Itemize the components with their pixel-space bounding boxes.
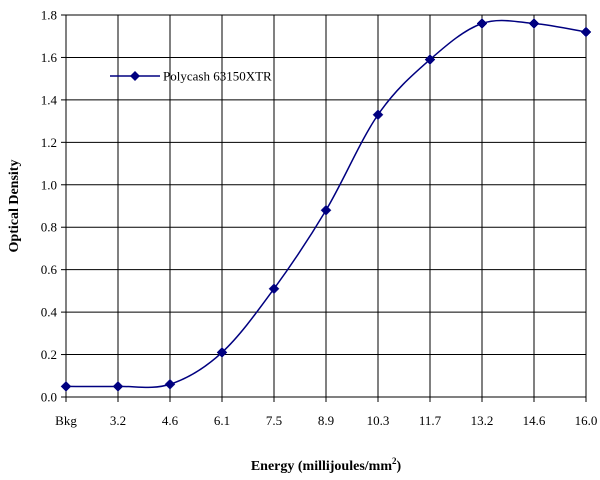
legend-marker	[130, 71, 140, 81]
x-tick-label: 10.3	[367, 413, 390, 428]
y-tick-label: 1.4	[41, 92, 58, 107]
data-point-marker	[528, 18, 540, 29]
y-tick-label: 0.0	[41, 390, 57, 405]
data-point-marker	[424, 54, 436, 65]
data-point-marker	[476, 18, 488, 29]
y-axis-ticks: 0.0 0.2 0.4 0.6 0.8 1.0 1.2 1.4 1.6 1.8	[41, 8, 66, 405]
data-point-marker	[268, 283, 280, 295]
x-axis-ticks: Bkg 3.2 4.6 6.1 7.5 8.9 10.3 11.7 13.2 14.6 16.0	[55, 397, 597, 428]
x-axis-title-end: )	[396, 459, 401, 474]
x-axis-title: Energy (millijoules/mm2)	[251, 456, 402, 474]
data-point-marker	[320, 204, 332, 216]
x-tick-label: 4.6	[162, 413, 179, 428]
data-point-marker	[580, 26, 592, 38]
x-tick-label: 7.5	[266, 413, 282, 428]
x-tick-label: 6.1	[214, 413, 230, 428]
data-point-marker	[216, 347, 228, 358]
y-tick-label: 1.2	[41, 135, 57, 150]
x-tick-label: 13.2	[471, 413, 494, 428]
y-tick-label: 0.2	[41, 347, 57, 362]
x-tick-label: Bkg	[55, 413, 77, 428]
legend: Polycash 63150XTR	[110, 69, 272, 84]
x-tick-label: 16.0	[575, 413, 598, 428]
data-point-marker	[164, 378, 176, 390]
x-axis-title-superscript: 2	[392, 456, 397, 466]
x-tick-label: 11.7	[419, 413, 442, 428]
data-point-marker	[372, 109, 384, 121]
y-tick-label: 0.6	[41, 262, 58, 277]
y-tick-label: 0.4	[41, 305, 58, 320]
x-tick-label: 8.9	[318, 413, 334, 428]
y-tick-label: 1.8	[41, 8, 57, 23]
y-tick-label: 0.8	[41, 220, 57, 235]
y-tick-label: 1.6	[41, 50, 58, 65]
y-axis-title: Optical Density	[7, 160, 22, 253]
series-layer	[60, 18, 592, 392]
legend-label: Polycash 63150XTR	[163, 69, 272, 84]
y-tick-label: 1.0	[41, 177, 57, 192]
x-tick-label: 14.6	[523, 413, 546, 428]
data-point-marker	[60, 381, 72, 392]
x-axis-title-main: Energy (millijoules/mm	[251, 459, 392, 474]
x-tick-label: 3.2	[110, 413, 126, 428]
data-point-marker	[112, 381, 124, 392]
